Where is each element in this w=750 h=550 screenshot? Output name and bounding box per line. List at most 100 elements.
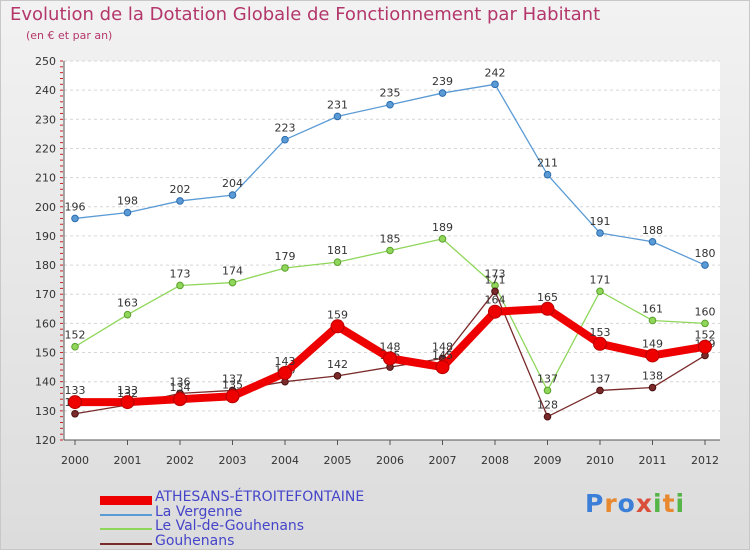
data-label: 180 [695, 247, 716, 260]
data-point [228, 191, 237, 199]
data-label: 148 [432, 340, 453, 353]
x-tick-label: 2007 [429, 454, 457, 467]
data-label: 173 [485, 267, 506, 280]
x-tick-label: 2006 [376, 454, 404, 467]
data-label: 242 [485, 66, 506, 79]
data-point [120, 395, 135, 410]
data-point [71, 214, 79, 223]
chart-title: Evolution de la Dotation Globale de Fonc… [10, 4, 601, 25]
data-label: 165 [537, 291, 558, 304]
logo-letter: i [653, 489, 663, 518]
data-point [698, 339, 712, 354]
data-label: 179 [275, 250, 296, 263]
data-point [543, 412, 552, 421]
y-tick-label: 240 [35, 84, 56, 97]
data-label: 137 [222, 372, 243, 385]
data-label: 137 [537, 372, 558, 385]
data-label: 128 [537, 399, 558, 412]
y-tick-label: 210 [35, 172, 56, 185]
x-tick-label: 2000 [61, 454, 89, 467]
data-point [383, 351, 397, 366]
data-point [435, 360, 450, 375]
data-label: 138 [642, 370, 663, 383]
data-label: 164 [485, 294, 506, 307]
y-tick-label: 180 [35, 259, 56, 272]
x-tick-label: 2012 [691, 454, 719, 467]
data-point [593, 336, 607, 351]
data-label: 188 [642, 224, 663, 237]
data-label: 153 [590, 326, 611, 339]
data-point [543, 386, 552, 395]
data-point [176, 197, 184, 205]
data-point [330, 319, 345, 334]
chart-subtitle: (en € et par an) [26, 29, 113, 42]
data-point [648, 237, 657, 246]
data-label: 174 [222, 265, 243, 278]
legend-label: Gouhenans [155, 532, 235, 549]
legend-swatch [100, 542, 152, 545]
data-label: 132 [117, 387, 138, 400]
data-point [596, 229, 604, 237]
data-label: 137 [590, 372, 611, 385]
data-label: 145 [432, 349, 453, 362]
x-tick-label: 2004 [271, 454, 299, 467]
data-label: 171 [485, 273, 506, 286]
x-tick-label: 2001 [114, 454, 142, 467]
data-point [596, 386, 604, 395]
y-tick-label: 120 [35, 434, 56, 447]
data-label: 143 [275, 355, 296, 368]
data-label: 161 [642, 302, 663, 315]
x-tick-label: 2009 [534, 454, 562, 467]
y-tick-label: 250 [35, 55, 56, 68]
data-label: 171 [590, 273, 611, 286]
data-point [281, 135, 289, 144]
x-tick-label: 2005 [324, 454, 352, 467]
data-point [491, 80, 499, 89]
data-point [540, 301, 555, 316]
y-tick-label: 130 [35, 405, 56, 418]
proxiti-logo: Proxiti [585, 489, 685, 518]
legend-label: Le Val-de-Gouhenans [155, 518, 305, 534]
data-label: 152 [695, 329, 716, 342]
data-label: 239 [432, 75, 453, 88]
legend-label: ATHESANS-ÉTROITEFONTAINE [155, 489, 365, 505]
data-label: 142 [327, 358, 348, 371]
data-label: 235 [380, 87, 401, 100]
data-point [228, 278, 237, 287]
y-tick-label: 170 [35, 288, 56, 301]
data-point [71, 342, 79, 351]
data-label: 204 [222, 177, 243, 190]
logo-letter: x [635, 489, 653, 518]
data-label: 163 [117, 297, 138, 310]
data-point [488, 304, 502, 319]
data-point [123, 208, 132, 217]
data-label: 152 [65, 329, 86, 342]
legend-swatch [100, 513, 152, 516]
x-tick-label: 2008 [481, 454, 509, 467]
x-tick-label: 2002 [166, 454, 194, 467]
y-tick-label: 220 [35, 142, 56, 155]
data-label: 133 [65, 384, 86, 397]
y-tick-label: 150 [35, 347, 56, 360]
legend-label: La Vergenne [155, 503, 243, 520]
data-label: 136 [170, 375, 191, 388]
legend-swatch [100, 495, 152, 505]
logo-letter: r [604, 489, 618, 518]
data-label: 211 [537, 157, 558, 170]
data-label: 198 [117, 195, 138, 208]
data-point [278, 365, 292, 380]
data-label: 133 [117, 384, 138, 397]
legend-swatch [100, 528, 152, 530]
data-label: 223 [275, 122, 296, 135]
data-label: 135 [222, 378, 243, 391]
data-point [71, 409, 79, 418]
data-label: 181 [327, 244, 348, 257]
x-tick-label: 2003 [219, 454, 247, 467]
data-point [68, 395, 82, 410]
data-point [333, 112, 342, 121]
data-point [438, 89, 447, 97]
data-label: 191 [590, 215, 611, 228]
data-label: 149 [642, 337, 663, 350]
y-tick-label: 190 [35, 230, 56, 243]
